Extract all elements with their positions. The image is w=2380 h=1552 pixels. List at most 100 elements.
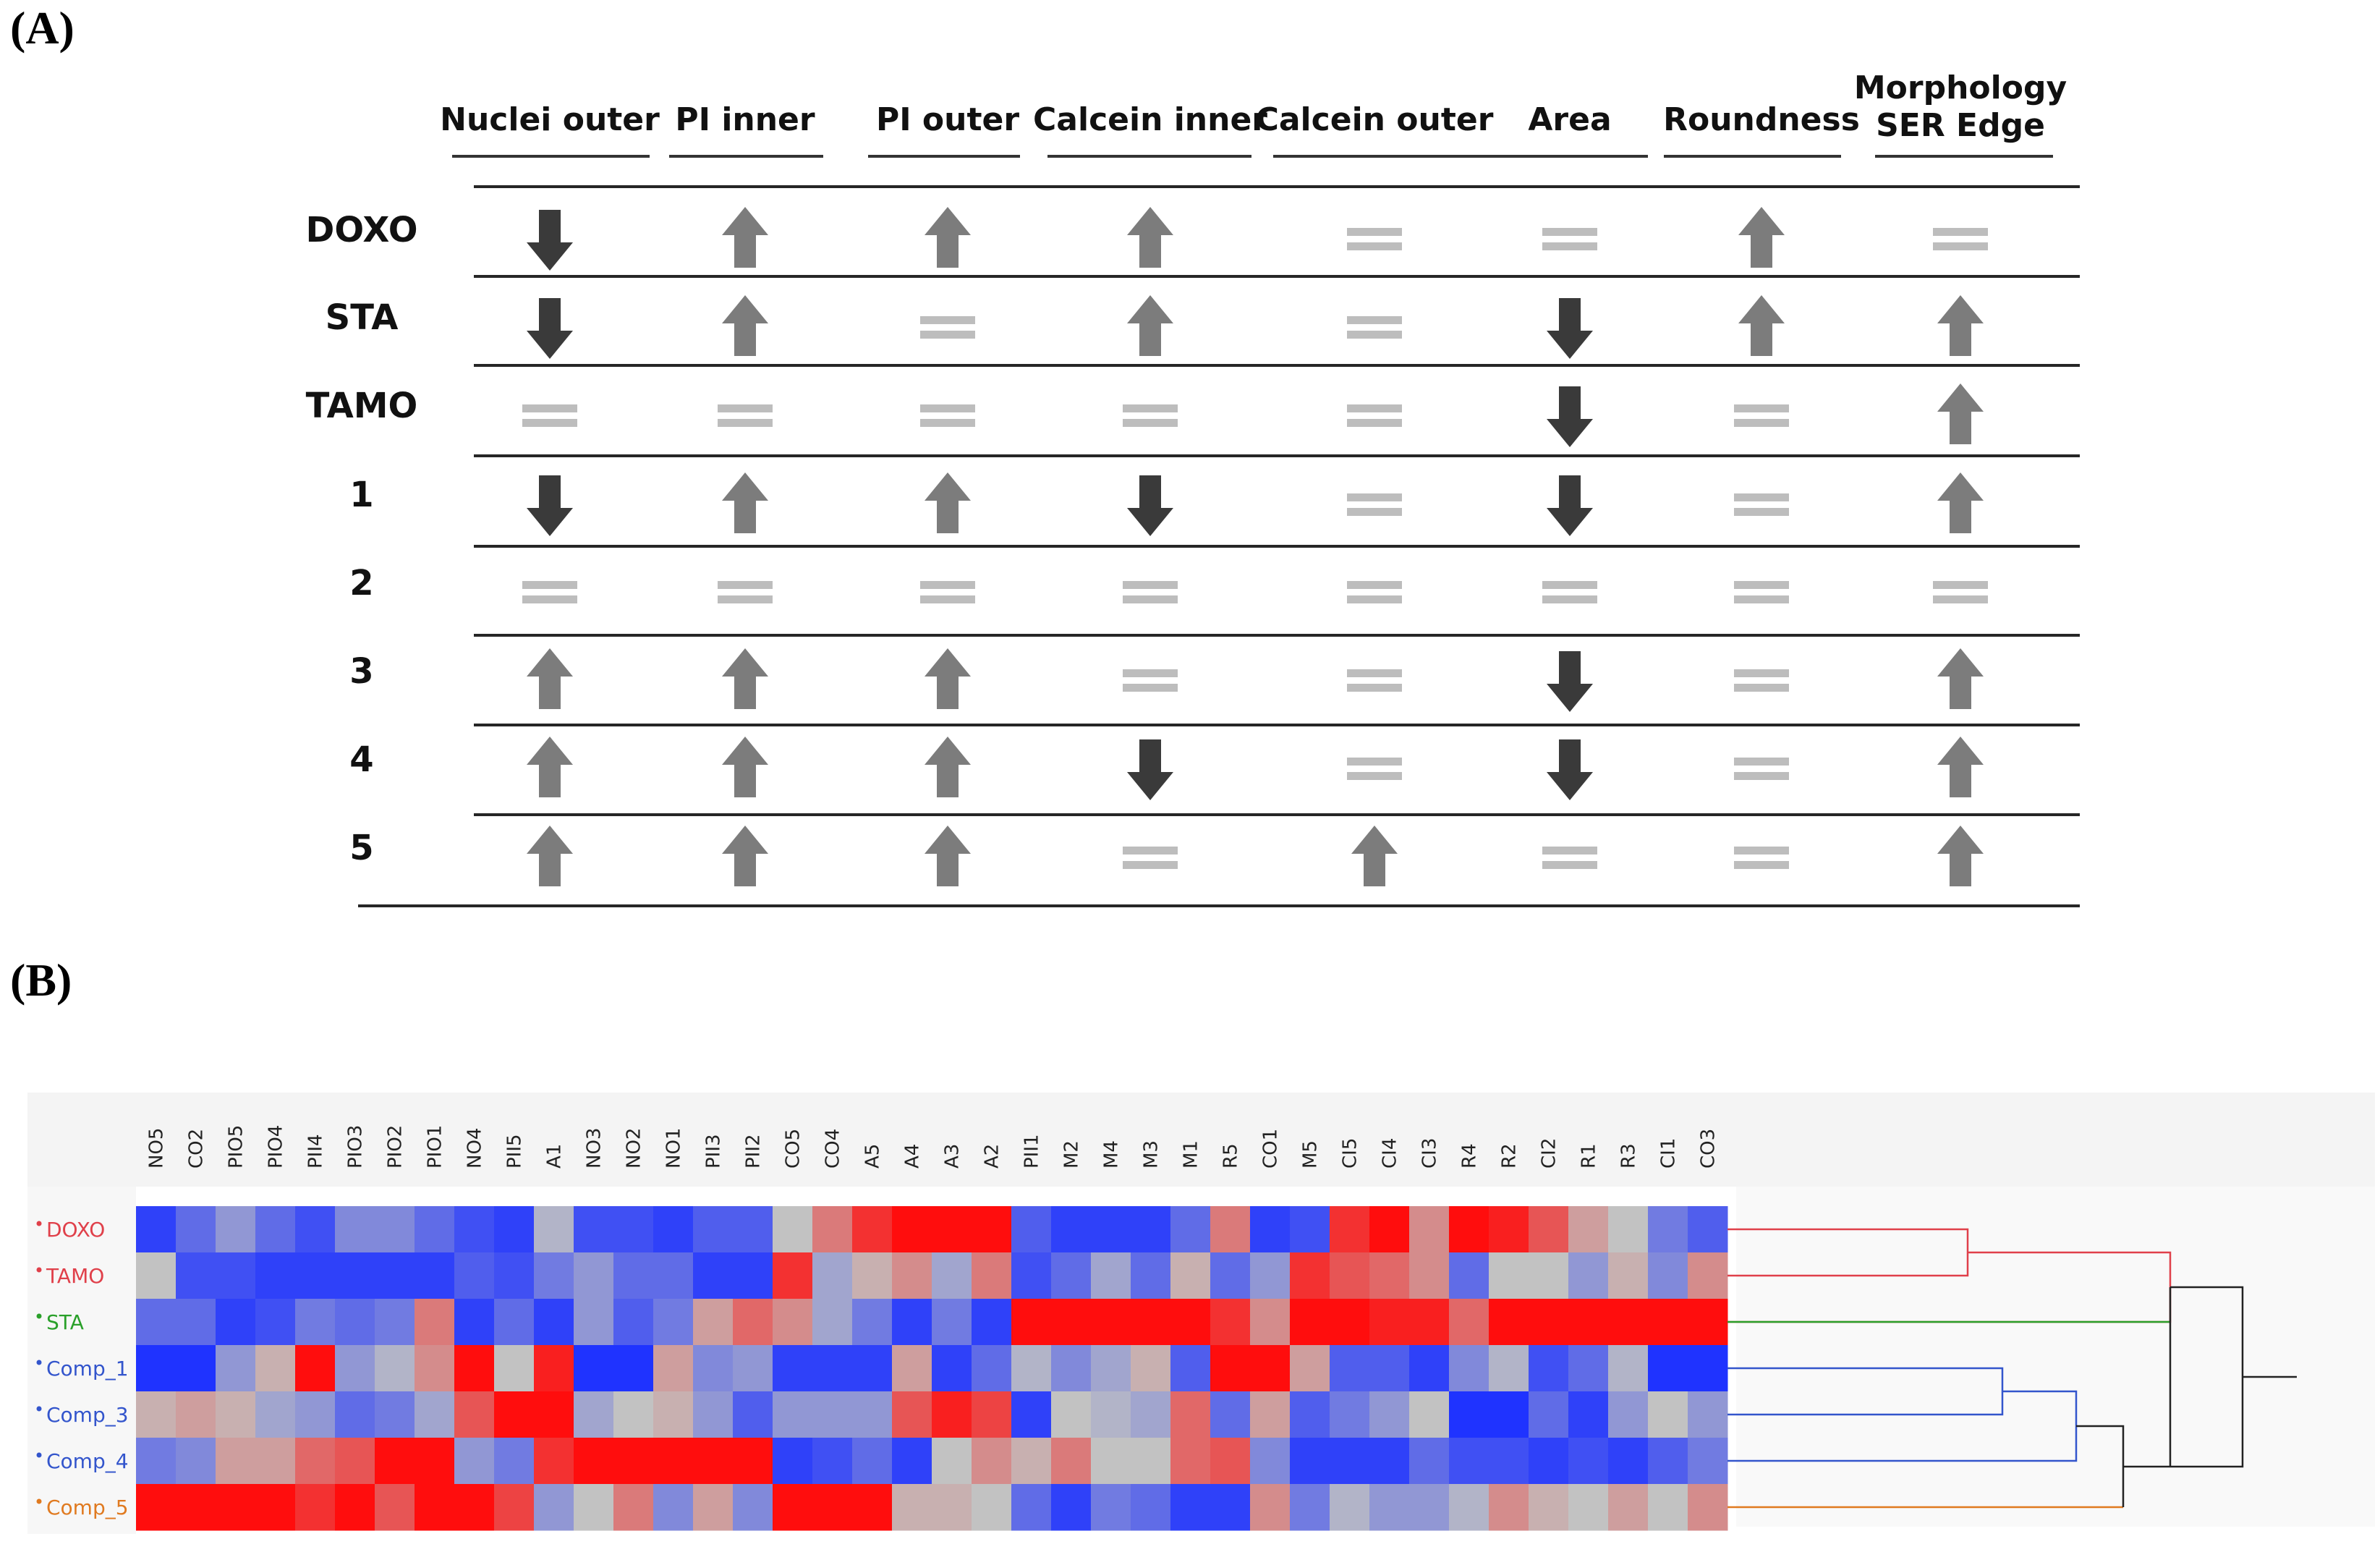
heatmap-cell	[892, 1299, 932, 1346]
heatmap-cell	[136, 1391, 177, 1438]
up-arrow-icon	[722, 295, 768, 356]
down-arrow-icon	[1127, 475, 1173, 536]
up-arrow-icon	[925, 826, 971, 886]
heatmap-cell	[534, 1299, 574, 1346]
equal-sign-icon	[718, 404, 773, 427]
column-header-8: Morphology	[1854, 69, 2067, 106]
column-header-8: SER Edge	[1876, 107, 2045, 144]
column-tick-label: CO4	[823, 1129, 844, 1169]
equal-bar	[1734, 419, 1789, 427]
equal-sign-icon	[1347, 316, 1402, 339]
heatmap-cell	[1529, 1206, 1569, 1253]
heatmap-cell	[176, 1438, 216, 1485]
table-row: 4	[349, 737, 1984, 800]
heatmap-cell	[653, 1252, 694, 1299]
down-arrow-icon	[1547, 739, 1593, 800]
heatmap-cell	[892, 1206, 932, 1253]
heatmap-cell	[693, 1438, 734, 1485]
equal-bar	[1734, 493, 1789, 501]
heatmap-cell	[1449, 1252, 1489, 1299]
heatmap-cell	[1330, 1299, 1370, 1346]
heatmap-cell	[375, 1345, 415, 1392]
equal-sign-icon	[1347, 404, 1402, 427]
heatmap-cell	[1170, 1252, 1211, 1299]
heatmap-cell	[1489, 1299, 1529, 1346]
heatmap-cell	[1051, 1299, 1092, 1346]
heatmap-cell	[1608, 1206, 1649, 1253]
table-row: 5	[349, 826, 1984, 886]
heatmap-cell	[1449, 1206, 1489, 1253]
up-arrow-icon	[925, 207, 971, 268]
heatmap-cell	[335, 1299, 375, 1346]
heatmap-cell	[216, 1438, 256, 1485]
heatmap-cell	[176, 1206, 216, 1253]
down-arrow-icon	[1547, 298, 1593, 359]
heatmap-cell	[1290, 1206, 1330, 1253]
up-arrow-icon	[1937, 648, 1984, 709]
heatmap-cell	[852, 1299, 893, 1346]
heatmap-cell	[1489, 1484, 1529, 1531]
heatmap-cell	[773, 1391, 813, 1438]
row-tick-label: Comp_4	[46, 1449, 129, 1473]
equal-bar	[1933, 242, 1988, 250]
heatmap-cell	[295, 1438, 336, 1485]
column-tick-label: CO3	[1698, 1129, 1720, 1169]
heatmap-cell	[1131, 1484, 1171, 1531]
heatmap-cell	[1011, 1438, 1052, 1485]
heatmap-cell	[693, 1252, 734, 1299]
heatmap-cell	[1648, 1438, 1688, 1485]
down-arrow-icon	[527, 210, 573, 271]
heatmap-cell	[494, 1252, 535, 1299]
heatmap-cell	[733, 1484, 773, 1531]
heatmap-cell	[1608, 1299, 1649, 1346]
heatmap-cell	[1688, 1206, 1728, 1253]
heatmap-cell	[613, 1391, 654, 1438]
heatmap-cell	[335, 1345, 375, 1392]
heatmap-cell	[335, 1206, 375, 1253]
heatmap-cell	[295, 1299, 336, 1346]
equal-bar	[1542, 228, 1597, 236]
dendrogram-band	[1736, 1187, 2375, 1527]
heatmap-cell	[1489, 1206, 1529, 1253]
equal-bar	[1347, 772, 1402, 780]
heatmap-cell	[1210, 1252, 1251, 1299]
row-tick-label: TAMO	[46, 1264, 104, 1288]
heatmap-cell	[1250, 1484, 1291, 1531]
heatmap-cell	[1011, 1252, 1052, 1299]
heatmap-cell	[1131, 1252, 1171, 1299]
row-label: TAMO	[306, 386, 418, 426]
equal-bar	[522, 404, 577, 412]
heatmap-cell	[1568, 1345, 1609, 1392]
heatmap-cell	[812, 1438, 853, 1485]
up-arrow-icon	[722, 737, 768, 797]
equal-sign-icon	[1542, 228, 1597, 250]
heatmap-cell	[1529, 1484, 1569, 1531]
heatmap-cell	[1091, 1299, 1131, 1346]
equal-sign-icon	[1347, 758, 1402, 780]
heatmap-cell	[1210, 1484, 1251, 1531]
heatmap-cell	[1648, 1391, 1688, 1438]
heatmap-cell	[1170, 1299, 1211, 1346]
equal-sign-icon	[1347, 581, 1402, 603]
equal-sign-icon	[1734, 493, 1789, 516]
heatmap-cell	[136, 1299, 177, 1346]
heatmap-cell	[1688, 1299, 1728, 1346]
equal-bar	[1734, 669, 1789, 677]
heatmap-cell	[415, 1484, 455, 1531]
heatmap-cell	[574, 1252, 614, 1299]
heatmap-cell	[852, 1391, 893, 1438]
heatmap-cell	[613, 1438, 654, 1485]
heatmap-cell	[1330, 1206, 1370, 1253]
equal-sign-icon	[1347, 228, 1402, 250]
heatmap-cell	[1091, 1345, 1131, 1392]
row-marker-dot	[36, 1498, 42, 1504]
heatmap-cell	[534, 1484, 574, 1531]
heatmap-cell	[1051, 1391, 1092, 1438]
equal-bar	[1933, 595, 1988, 603]
heatmap-cell	[1608, 1345, 1649, 1392]
up-arrow-icon	[527, 737, 573, 797]
heatmap-cell	[574, 1206, 614, 1253]
heatmap-cell	[1489, 1391, 1529, 1438]
column-tick-label: A4	[902, 1144, 924, 1169]
heatmap-cell	[255, 1345, 296, 1392]
